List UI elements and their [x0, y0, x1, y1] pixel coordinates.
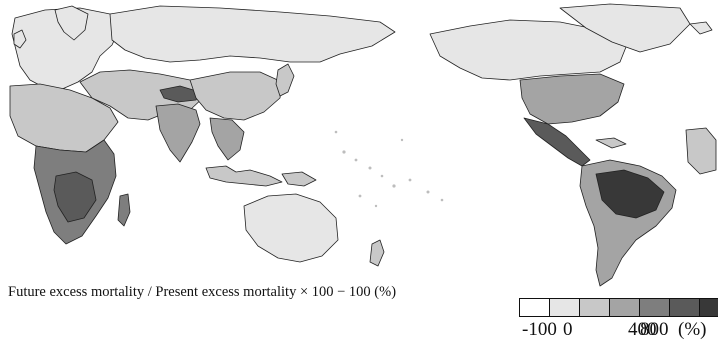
legend-caption: Future excess mortality / Present excess… [8, 284, 397, 300]
legend-swatch-1 [549, 298, 580, 317]
legend-tick-2: 400 [628, 319, 657, 340]
legend-unit: (%) [678, 319, 707, 340]
legend-swatch-2 [579, 298, 610, 317]
region-africa-west-edge [685, 127, 717, 175]
pacific-islands [334, 130, 444, 208]
region-indonesia [205, 165, 283, 187]
legend-tick-0: -100 [522, 319, 557, 340]
legend-swatch-3 [609, 298, 640, 317]
region-africa-dark-core [53, 171, 97, 223]
legend-tick-3: 800 [640, 319, 669, 340]
region-new-zealand [369, 239, 385, 267]
region-japan [275, 63, 295, 97]
region-north-asia [109, 5, 396, 63]
region-india [155, 103, 201, 163]
world-map [9, 3, 717, 287]
legend-swatch-6 [699, 298, 718, 317]
legend-color-bar [519, 298, 718, 317]
region-himalaya [159, 85, 201, 103]
region-papua [281, 171, 317, 187]
region-australia [243, 193, 339, 263]
region-china [189, 71, 283, 121]
region-usa [519, 73, 625, 125]
region-scandinavia [54, 5, 89, 41]
region-greenland [559, 3, 691, 53]
region-amazon-dark-core [595, 169, 665, 219]
region-southeast-asia [209, 117, 245, 161]
region-iceland [689, 21, 713, 35]
legend-swatch-0 [519, 298, 550, 317]
region-north-america-north [429, 19, 629, 81]
legend-tick-1: 0 [563, 319, 573, 340]
legend-swatch-4 [639, 298, 670, 317]
region-madagascar [117, 193, 131, 227]
region-uk [13, 29, 27, 49]
legend-swatch-5 [669, 298, 700, 317]
region-central-america [523, 117, 591, 167]
region-caribbean [595, 137, 627, 149]
region-europe [11, 7, 121, 91]
